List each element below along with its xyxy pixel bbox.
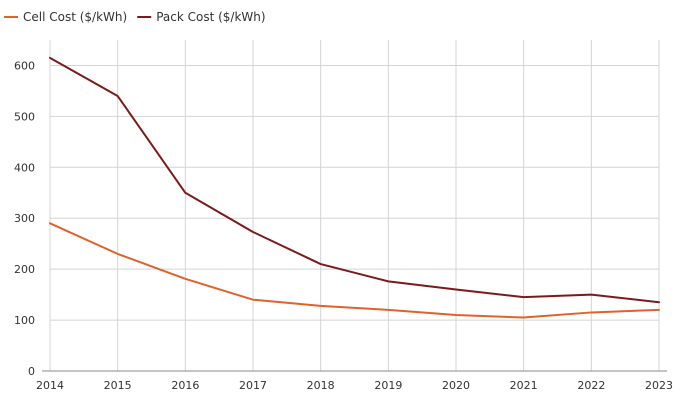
legend: Cell Cost ($/kWh) Pack Cost ($/kWh) [4, 10, 266, 24]
y-tick-label: 100 [14, 314, 35, 327]
y-tick-label: 600 [14, 59, 35, 72]
y-tick-label: 0 [28, 365, 35, 378]
legend-label: Pack Cost ($/kWh) [156, 10, 265, 24]
series-line-cell-cost [49, 222, 660, 319]
series-group [49, 56, 660, 319]
y-tick-label: 500 [14, 110, 35, 123]
x-tick-label: 2022 [577, 379, 605, 392]
y-tick-label: 300 [14, 212, 35, 225]
x-tick-label: 2019 [374, 379, 402, 392]
x-axis-ticks: 2014 2015 2016 2017 2018 2019 2020 2021 2022 2023 [36, 379, 673, 392]
y-axis-ticks: 0 100 200 300 400 500 600 [14, 59, 35, 378]
x-tick-label: 2021 [510, 379, 538, 392]
y-tick-label: 400 [14, 161, 35, 174]
x-tick-label: 2020 [442, 379, 470, 392]
y-tick-label: 200 [14, 263, 35, 276]
grid-lines [49, 40, 660, 371]
x-tick-label: 2014 [36, 379, 64, 392]
x-tick-label: 2016 [171, 379, 199, 392]
x-tick-label: 2017 [239, 379, 267, 392]
legend-label: Cell Cost ($/kWh) [23, 10, 127, 24]
series-line-pack-cost [49, 56, 660, 304]
x-tick-label: 2018 [307, 379, 335, 392]
x-tick-label: 2015 [104, 379, 132, 392]
x-tick-label: 2023 [645, 379, 673, 392]
